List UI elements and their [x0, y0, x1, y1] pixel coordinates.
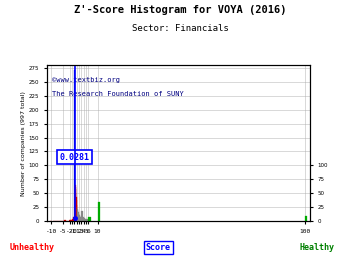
Text: ©www.textbiz.org: ©www.textbiz.org [52, 77, 120, 83]
Bar [84, 218, 85, 221]
Text: Z'-Score Histogram for VOYA (2016): Z'-Score Histogram for VOYA (2016) [74, 5, 286, 15]
Bar [70, 220, 72, 221]
Bar [305, 216, 307, 221]
Bar [88, 217, 91, 221]
Text: Sector: Financials: Sector: Financials [132, 24, 228, 33]
Bar [64, 220, 66, 221]
Y-axis label: Number of companies (997 total): Number of companies (997 total) [21, 91, 26, 195]
Bar [86, 219, 88, 221]
Bar [69, 220, 71, 221]
Bar [85, 219, 86, 221]
Bar [98, 202, 100, 221]
Bar [73, 218, 75, 221]
Bar [72, 219, 73, 221]
Bar [82, 217, 84, 221]
Bar [81, 211, 82, 221]
Text: 0.0281: 0.0281 [59, 153, 90, 161]
Text: The Research Foundation of SUNY: The Research Foundation of SUNY [52, 92, 184, 97]
Text: Unhealthy: Unhealthy [10, 243, 55, 252]
Text: Score: Score [146, 243, 171, 252]
Text: Healthy: Healthy [299, 243, 334, 252]
